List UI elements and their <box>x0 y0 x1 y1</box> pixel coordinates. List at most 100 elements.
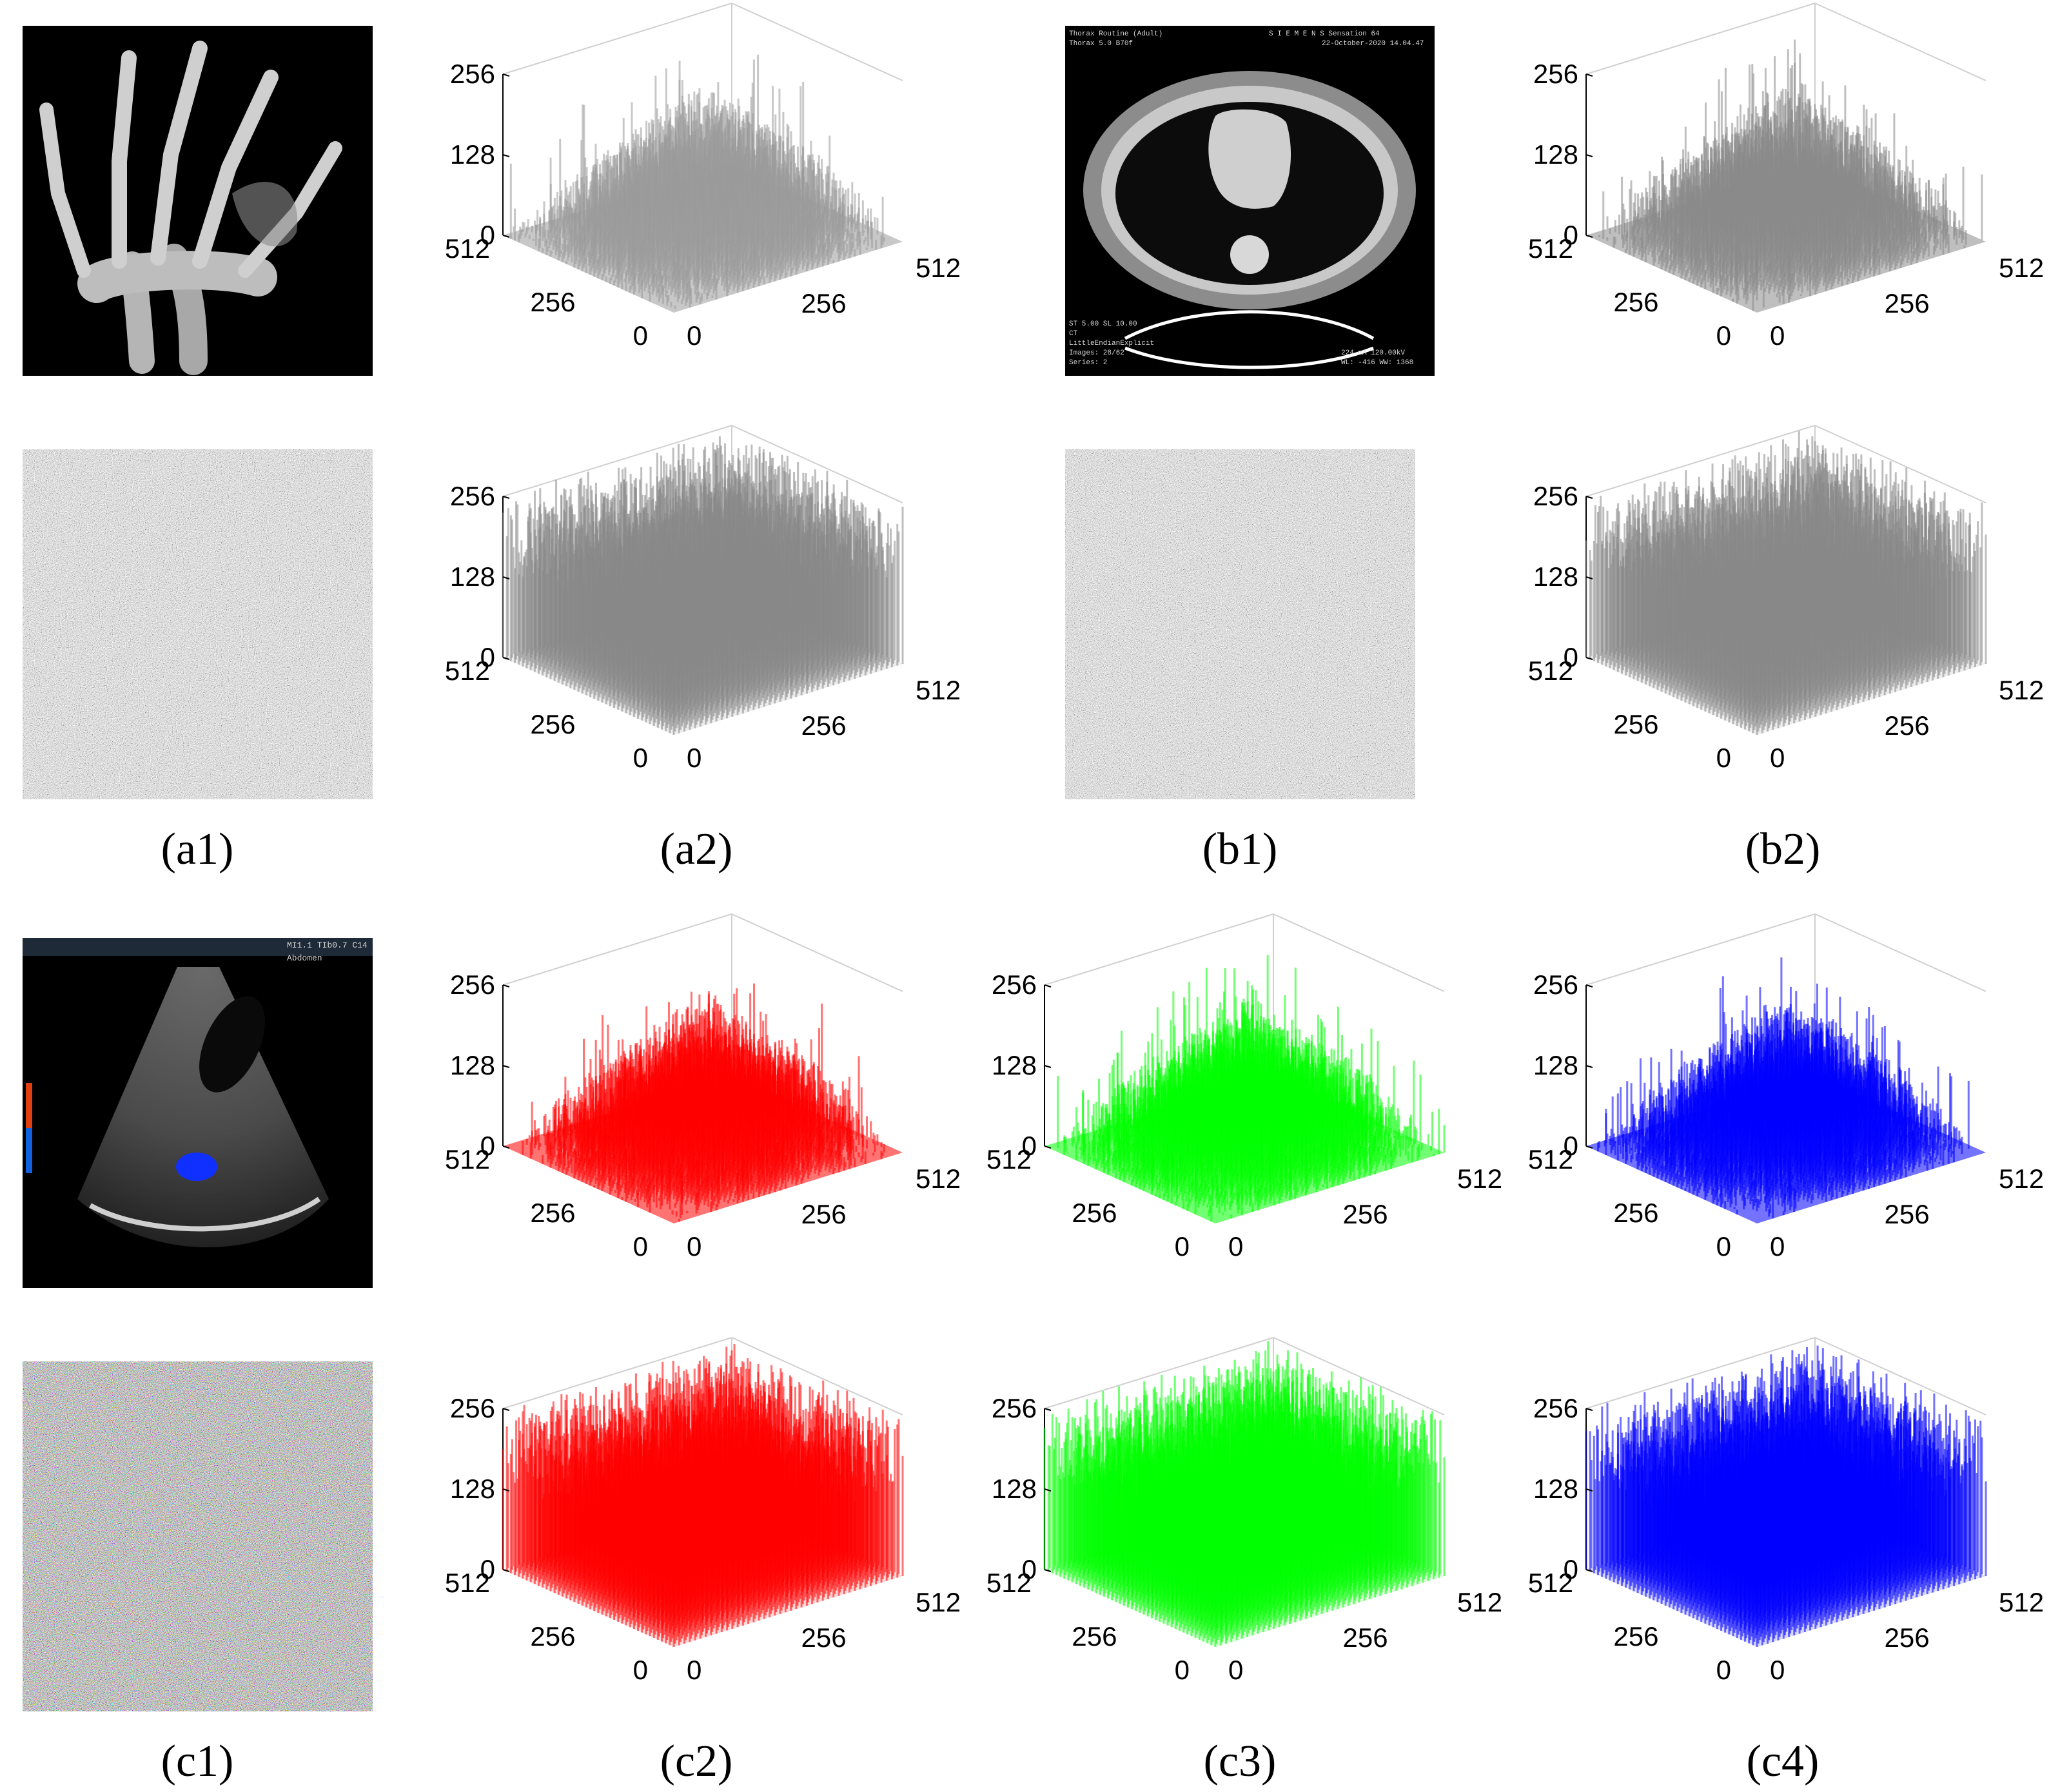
x-tick-label: 512 <box>916 253 961 283</box>
y-tick-label: 256 <box>530 1621 575 1651</box>
surface-mesh <box>1598 39 1983 311</box>
panel-b1-ct-image: Thorax Routine (Adult) S I E M E N S Sen… <box>1065 26 1435 376</box>
surface-mesh <box>1043 1341 1446 1647</box>
y-tick-label: 0 <box>633 320 648 351</box>
y-tick-label: 512 <box>445 1568 490 1598</box>
surface-mesh <box>509 54 885 309</box>
y-tick-label: 0 <box>1716 743 1731 773</box>
y-tick-label: 512 <box>1528 233 1573 264</box>
surface-mesh <box>502 1344 904 1647</box>
ct-overlay-text: WL: -416 WW: 1368 <box>1341 359 1413 367</box>
z-tick-label: 256 <box>1533 969 1578 1000</box>
z-tick-label: 128 <box>1533 1474 1578 1504</box>
x-tick-label: 256 <box>801 288 847 318</box>
caption-b1: (b1) <box>1202 824 1278 874</box>
y-tick-label: 512 <box>445 1144 490 1174</box>
y-tick-label: 512 <box>445 233 490 264</box>
y-tick-label: 256 <box>530 709 575 739</box>
y-tick-label: 512 <box>445 656 490 686</box>
surface-mesh <box>1585 431 1987 735</box>
y-tick-label: 0 <box>633 1231 648 1261</box>
z-tick-label: 0 <box>1022 1554 1037 1584</box>
panel-a1-xray-image <box>23 26 373 376</box>
x-tick-label: 0 <box>687 1231 701 1261</box>
panel-c1-ultrasound-image: MI1.1 TIb0.7 C14 Abdomen <box>23 938 373 1288</box>
z-tick-label: 0 <box>1564 642 1578 672</box>
z-tick-label: 256 <box>992 1393 1037 1423</box>
x-tick-label: 0 <box>687 320 701 351</box>
z-tick-label: 128 <box>992 1474 1037 1504</box>
z-tick-label: 128 <box>450 561 495 592</box>
y-tick-label: 256 <box>1613 709 1658 739</box>
y-tick-label: 0 <box>633 743 648 773</box>
ct-overlay-text: ST 5.00 SL 10.00 <box>1069 320 1137 328</box>
z-tick-label: 256 <box>1533 1393 1578 1423</box>
x-tick-label: 256 <box>1885 1199 1930 1229</box>
x-tick-label: 0 <box>1228 1655 1243 1685</box>
x-tick-label: 512 <box>916 675 961 705</box>
z-tick-label: 256 <box>1533 59 1578 89</box>
x-tick-label: 512 <box>1999 675 2044 705</box>
us-overlay-text: MI1.1 TIb0.7 C14 <box>287 940 368 950</box>
panel-a1-encrypted-image <box>23 449 373 799</box>
ct-overlay-text: 22-October-2020 14.04.47 <box>1322 40 1424 48</box>
y-tick-label: 512 <box>1528 1568 1573 1598</box>
x-tick-label: 256 <box>1343 1622 1388 1653</box>
z-tick-label: 128 <box>450 1050 495 1080</box>
ct-overlay-text: Series: 2 <box>1069 359 1107 367</box>
z-tick-label: 0 <box>1564 1554 1578 1584</box>
z-tick-label: 0 <box>1564 1131 1578 1161</box>
caption-c4: (c4) <box>1747 1737 1820 1786</box>
z-tick-label: 256 <box>1533 481 1578 511</box>
y-tick-label: 256 <box>530 1198 575 1228</box>
surface-mesh <box>1596 957 1970 1219</box>
surface-mesh <box>1585 1345 1987 1647</box>
x-tick-label: 0 <box>1770 320 1785 351</box>
caption-c3: (c3) <box>1204 1737 1277 1786</box>
y-tick-label: 256 <box>1613 1198 1658 1228</box>
caption-a1: (a1) <box>161 824 234 874</box>
y-tick-label: 512 <box>1528 1144 1573 1174</box>
y-tick-label: 256 <box>1613 287 1658 317</box>
z-tick-label: 128 <box>992 1050 1037 1080</box>
z-tick-label: 0 <box>480 220 495 250</box>
x-tick-label: 512 <box>916 1164 961 1194</box>
y-tick-label: 512 <box>986 1568 1032 1598</box>
ct-overlay-text: Images: 28/62 <box>1069 349 1124 357</box>
x-tick-label: 256 <box>1885 710 1930 741</box>
x-tick-label: 512 <box>1999 1587 2044 1617</box>
x-tick-label: 0 <box>687 1655 701 1685</box>
z-tick-label: 128 <box>450 1474 495 1504</box>
z-tick-label: 256 <box>450 481 495 511</box>
x-tick-label: 0 <box>1770 1231 1785 1261</box>
y-tick-label: 0 <box>1175 1231 1190 1261</box>
x-tick-label: 512 <box>1457 1164 1502 1194</box>
x-tick-label: 0 <box>1770 1655 1785 1685</box>
x-tick-label: 0 <box>1770 743 1785 773</box>
z-tick-label: 0 <box>480 1131 495 1161</box>
y-tick-label: 0 <box>1175 1655 1190 1685</box>
caption-b2: (b2) <box>1745 824 1821 874</box>
ct-overlay-text: Thorax 5.0 B70f <box>1069 40 1133 48</box>
x-tick-label: 512 <box>1999 1164 2044 1194</box>
y-tick-label: 0 <box>1716 320 1731 351</box>
x-tick-label: 512 <box>1999 253 2044 283</box>
us-overlay-text: Abdomen <box>287 953 322 963</box>
ct-overlay-text: Thorax Routine (Adult) <box>1069 30 1162 38</box>
ct-overlay-text: CT <box>1069 330 1078 338</box>
z-tick-label: 0 <box>480 1554 495 1584</box>
surface-mesh <box>502 436 904 735</box>
z-tick-label: 0 <box>1022 1131 1037 1161</box>
x-tick-label: 0 <box>1228 1231 1243 1261</box>
y-tick-label: 512 <box>986 1144 1032 1174</box>
y-tick-label: 0 <box>1716 1231 1731 1261</box>
z-tick-label: 256 <box>450 1393 495 1423</box>
surface-mesh <box>1057 955 1446 1222</box>
